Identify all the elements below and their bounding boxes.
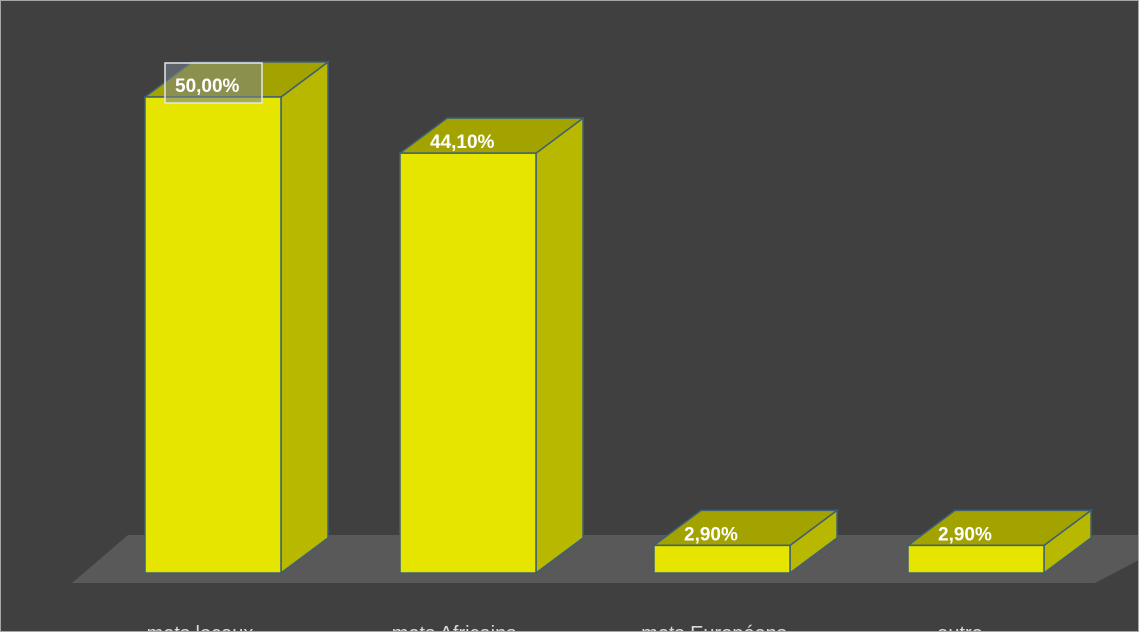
data-label-2: 44,10% <box>430 132 495 153</box>
data-label-box <box>164 62 263 104</box>
chart-floor <box>72 535 1139 583</box>
bar-front-face <box>399 152 537 574</box>
category-label-2: mets Africains <box>392 623 516 632</box>
bar-4 <box>905 508 1094 575</box>
data-label-1: 50,00% <box>175 76 240 97</box>
category-label-4: autre <box>937 623 983 632</box>
category-label-3: mets Européens <box>641 623 787 632</box>
bar-front-face <box>144 96 282 574</box>
bar-side-face <box>535 116 584 575</box>
category-label-1: mets locaux <box>147 623 254 632</box>
bar-front-face <box>907 544 1045 574</box>
bar-front-face <box>653 544 791 574</box>
data-label-4: 2,90% <box>938 524 992 545</box>
bar-side-face <box>280 60 329 575</box>
data-label-3: 2,90% <box>684 524 738 545</box>
bars-layer <box>142 60 1094 575</box>
bar-1 <box>142 60 331 575</box>
bar-2 <box>397 116 586 575</box>
data-labels-layer: 50,00% 44,10% 2,90% 2,90% <box>164 62 992 545</box>
bar-3 <box>651 508 840 575</box>
